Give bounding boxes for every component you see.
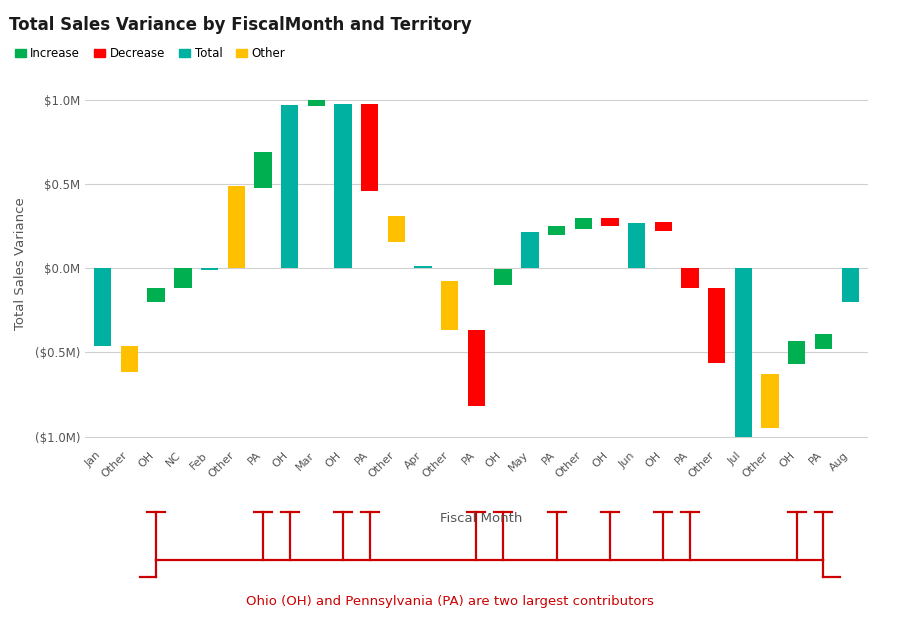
Bar — [761, 375, 779, 428]
Bar — [334, 104, 352, 268]
Bar — [254, 152, 271, 188]
Bar — [574, 218, 592, 230]
Bar — [227, 186, 245, 268]
Bar — [494, 269, 512, 285]
Bar — [387, 216, 405, 242]
Bar — [734, 268, 752, 437]
Text: Total Sales Variance by FiscalMonth and Territory: Total Sales Variance by FiscalMonth and … — [9, 16, 472, 34]
Bar — [547, 226, 565, 235]
Bar — [414, 266, 432, 268]
Bar — [788, 341, 806, 364]
Bar — [708, 287, 725, 363]
Bar — [361, 104, 378, 191]
Bar — [654, 222, 672, 231]
Bar — [147, 287, 165, 302]
Bar — [200, 268, 218, 270]
Bar — [521, 232, 539, 268]
Bar — [441, 281, 458, 329]
Bar — [601, 218, 619, 226]
Bar — [681, 268, 699, 287]
Text: Ohio (OH) and Pennsylvania (PA) are two largest contributors: Ohio (OH) and Pennsylvania (PA) are two … — [245, 595, 654, 607]
Bar — [814, 334, 832, 349]
Bar — [307, 100, 325, 106]
Bar — [174, 268, 191, 287]
Y-axis label: Total Sales Variance: Total Sales Variance — [13, 198, 27, 330]
Bar — [94, 268, 111, 346]
Text: Fiscal Month: Fiscal Month — [440, 512, 522, 525]
Bar — [841, 268, 859, 302]
Bar — [467, 329, 485, 406]
Bar — [280, 104, 298, 268]
Legend: Increase, Decrease, Total, Other: Increase, Decrease, Total, Other — [15, 47, 286, 60]
Bar — [120, 346, 138, 372]
Bar — [628, 223, 645, 268]
